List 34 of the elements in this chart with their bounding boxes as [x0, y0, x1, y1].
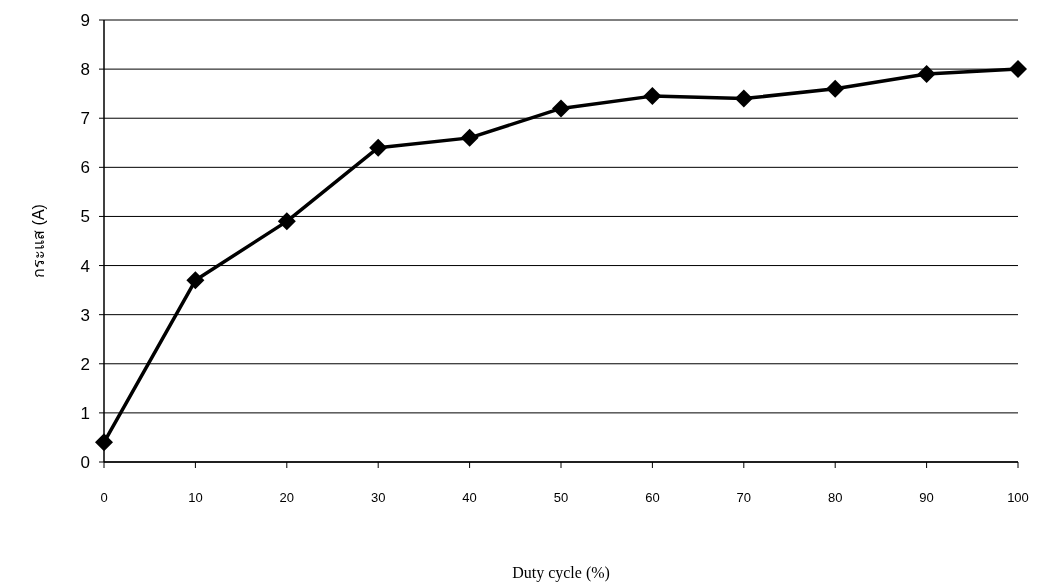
x-tick-label: 90: [919, 490, 934, 505]
y-tick-label: 1: [80, 403, 90, 423]
y-tick-label: 0: [80, 453, 90, 472]
x-tick-label: 40: [462, 490, 477, 505]
y-axis-title: กระแส (A): [30, 204, 47, 278]
y-tick-label: 4: [80, 256, 90, 276]
y-tick-label: 6: [80, 158, 90, 178]
x-tick-label: 30: [370, 490, 386, 505]
x-axis-title: Duty cycle (%): [512, 564, 610, 582]
point: [826, 79, 845, 98]
x-tick-label: 0: [100, 490, 108, 505]
y-tick-label: 8: [80, 60, 90, 80]
y-tick-label: 7: [80, 109, 90, 129]
point: [552, 99, 570, 118]
point: [643, 87, 662, 106]
y-tick-label: 9: [80, 11, 90, 30]
point: [186, 271, 205, 290]
point: [1009, 60, 1027, 79]
point: [460, 128, 479, 147]
x-tick-label: 80: [827, 490, 843, 505]
x-tick-label: 50: [553, 490, 569, 505]
x-tick-label: 20: [279, 490, 295, 505]
point: [369, 138, 388, 157]
point: [277, 212, 296, 231]
point: [917, 65, 936, 84]
y-tick-label: 3: [80, 305, 90, 325]
point: [95, 433, 113, 452]
y-tick-label: 2: [80, 354, 90, 374]
x-tick-label: 60: [645, 490, 660, 505]
x-tick-label: 70: [736, 490, 752, 505]
x-tick-label: 10: [188, 490, 203, 505]
x-tick-label: 100: [1007, 490, 1029, 505]
y-tick-label: 5: [80, 207, 90, 227]
point: [734, 89, 753, 108]
